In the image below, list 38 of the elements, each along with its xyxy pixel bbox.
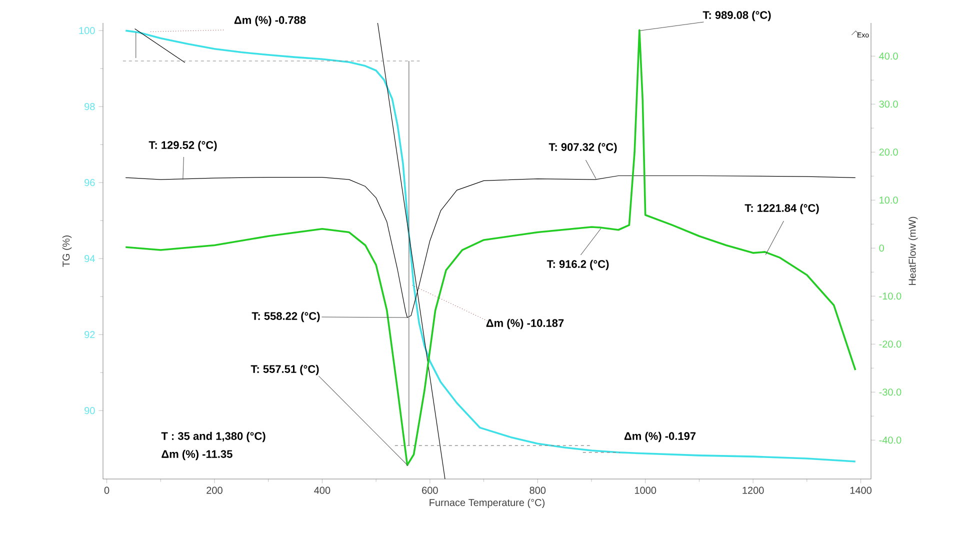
y-tick-label: 94 [84, 255, 95, 262]
y2-tick-label: -20.0 [879, 340, 902, 348]
y-tick-label: 98 [84, 103, 95, 110]
y2-tick-label: 40.0 [879, 52, 898, 60]
y-tick-label: 92 [84, 331, 95, 338]
y-axis-title: TG (%) [62, 236, 72, 268]
x-tick-label: 600 [422, 487, 438, 494]
annotation: Δm (%) -0.788 [234, 16, 306, 26]
x-tick-label: 200 [206, 487, 222, 494]
y-tick-label: 96 [84, 179, 95, 186]
y-tick-label: 90 [84, 407, 95, 414]
x-tick-label: 0 [104, 487, 110, 494]
annotation: T: 907.32 (°C) [548, 143, 617, 154]
annotation: Δm (%) -11.35 [162, 450, 232, 460]
y2-tick-label: 0 [879, 244, 884, 252]
annotation: T: 1221.84 (°C) [744, 204, 819, 214]
y2-tick-label: 10.0 [880, 196, 898, 204]
x-tick-label: 800 [530, 487, 546, 494]
y-tick-label: 100 [79, 27, 95, 34]
annotation: T: 558.22 (°C) [252, 312, 320, 322]
annotation: T : 35 and 1,380 (°C) [161, 432, 266, 442]
annotation: Δm (%) -0.197 [624, 432, 696, 442]
x-axis-title: Furnace Temperature (°C) [430, 498, 544, 508]
x-tick-label: 1200 [742, 487, 764, 494]
y2-tick-label: 20.0 [879, 148, 898, 156]
y2-tick-label: -10.0 [879, 292, 902, 300]
x-tick-label: 1000 [634, 487, 656, 494]
annotation: Δm (%) -10.187 [486, 319, 564, 330]
x-tick-label: 400 [314, 487, 330, 494]
annotation: T: 557.51 (°C) [250, 365, 319, 376]
y2-axis-title: HeatFlow (mW) [908, 217, 918, 286]
annotation: T: 916.2 (°C) [546, 260, 609, 270]
y2-tick-label: 30.0 [879, 100, 898, 108]
y2-tick-label: -30.0 [879, 388, 902, 396]
annotation: T: 129.52 (°C) [148, 141, 217, 152]
y2-tick-label: -40.0 [879, 436, 902, 444]
annotation: T: 989.08 (°C) [702, 11, 771, 22]
x-tick-label: 1400 [850, 487, 872, 494]
